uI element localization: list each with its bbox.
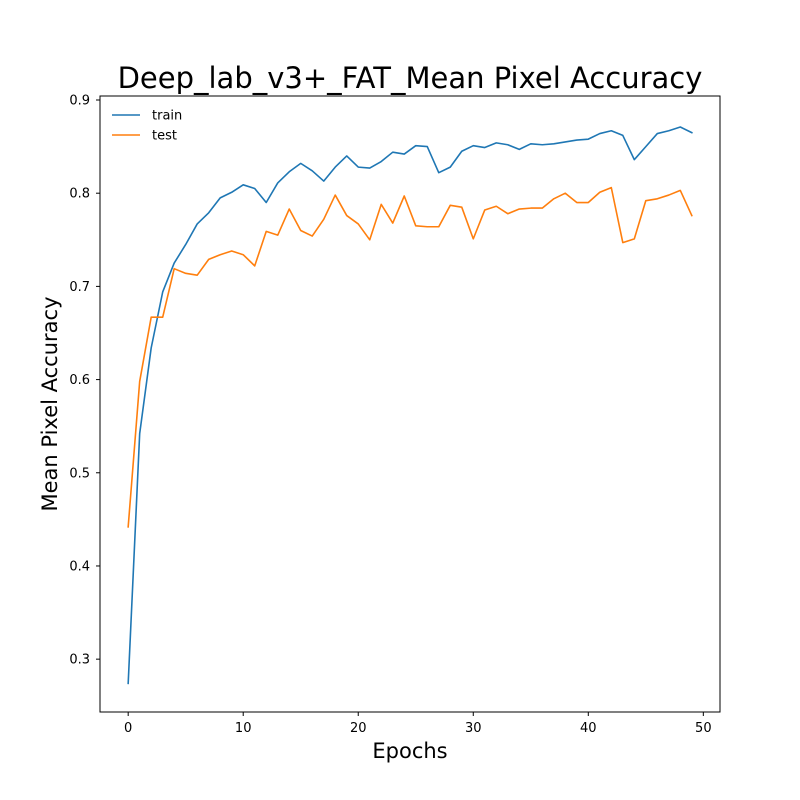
x-axis-label: Epochs bbox=[372, 739, 447, 763]
x-tick-label: 10 bbox=[235, 721, 252, 736]
y-tick-label: 0.5 bbox=[69, 466, 90, 481]
plot-area-frame bbox=[99, 95, 721, 713]
series-line-test bbox=[127, 186, 693, 528]
x-tick-label: 50 bbox=[695, 721, 712, 736]
y-tick-label: 0.7 bbox=[69, 280, 90, 295]
x-tick-label: 40 bbox=[580, 721, 597, 736]
legend: train test bbox=[112, 109, 182, 144]
x-tick-label: 30 bbox=[465, 721, 482, 736]
y-axis-ticks: 0.3 0.4 0.5 0.6 0.7 0.8 0.9 bbox=[69, 94, 100, 668]
y-tick-label: 0.3 bbox=[69, 653, 90, 668]
y-tick-label: 0.6 bbox=[69, 373, 90, 388]
y-tick-label: 0.9 bbox=[69, 94, 90, 109]
y-axis-label: Mean Pixel Accuracy bbox=[38, 296, 62, 511]
x-tick-label: 20 bbox=[350, 721, 367, 736]
legend-label-train: train bbox=[152, 109, 182, 124]
x-tick-label: 0 bbox=[124, 721, 132, 736]
y-tick-label: 0.4 bbox=[69, 559, 90, 574]
series-layer bbox=[127, 126, 693, 685]
y-tick-label: 0.8 bbox=[69, 187, 90, 202]
legend-label-test: test bbox=[152, 129, 177, 144]
x-axis-ticks: 0 10 20 30 40 50 bbox=[124, 712, 712, 736]
series-line-train bbox=[127, 126, 693, 685]
chart-title: Deep_lab_v3+_FAT_Mean Pixel Accuracy bbox=[118, 61, 703, 95]
